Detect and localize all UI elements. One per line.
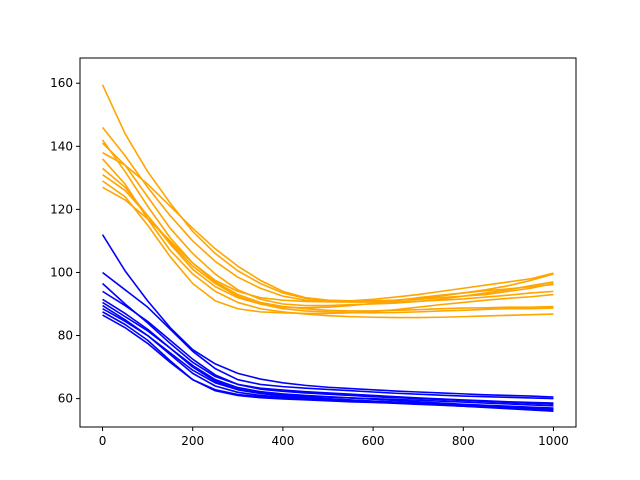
series-line-orange-3	[101, 139, 554, 312]
x-tick-label: 600	[362, 434, 385, 448]
series-lines	[101, 84, 554, 413]
series-line-orange-7	[102, 167, 554, 309]
series-line-orange-5	[102, 151, 554, 302]
plot-frame	[79, 57, 577, 428]
series-line-orange-4	[101, 142, 554, 307]
y-tick-label: 160	[50, 76, 73, 90]
y-tick-label: 80	[58, 329, 73, 343]
x-tick-label: 200	[181, 434, 204, 448]
y-tick-label: 140	[50, 139, 73, 153]
x-tick-label: 400	[271, 434, 294, 448]
y-tick-label: 100	[50, 265, 73, 279]
series-line-blue-12	[102, 271, 554, 400]
y-axis-ticks: 60 80 100 120 140 160	[50, 76, 80, 406]
series-line-blue-14	[102, 290, 554, 406]
y-tick-label: 60	[58, 392, 73, 406]
series-line-orange-8	[102, 174, 554, 314]
x-tick-label: 800	[452, 434, 475, 448]
x-tick-label: 1000	[538, 434, 569, 448]
series-line-orange-9	[102, 180, 554, 315]
x-tick-label: 0	[99, 434, 107, 448]
series-line-orange-6	[101, 158, 554, 319]
series-line-blue-20	[102, 314, 554, 411]
series-line-orange-10	[102, 186, 554, 303]
x-axis-ticks: 0 200 400 600 800 1000	[99, 427, 569, 448]
series-line-blue-11	[101, 234, 554, 398]
y-tick-label: 120	[50, 202, 73, 216]
